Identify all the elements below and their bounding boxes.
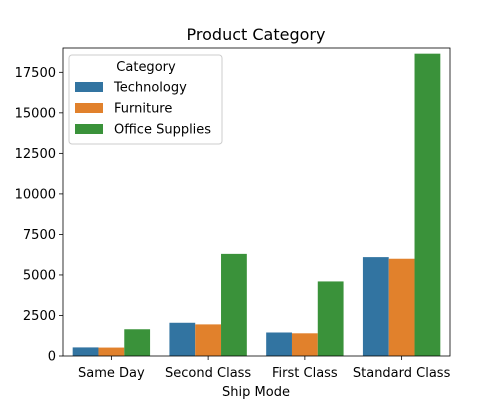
y-tick-label: 2500 bbox=[23, 309, 56, 324]
legend-swatch bbox=[75, 82, 103, 92]
bar-technology-first-class bbox=[266, 332, 292, 356]
x-axis-ticks: Same Day Second Class First Class Standard … bbox=[78, 356, 451, 381]
y-axis-ticks: 0 2500 5000 7500 10000 12500 15000 17500 bbox=[15, 66, 63, 365]
x-tick-label: First Class bbox=[272, 366, 338, 381]
legend-label: Furniture bbox=[114, 102, 172, 117]
bar-technology-second-class bbox=[169, 322, 196, 356]
legend-swatch bbox=[75, 124, 103, 134]
y-tick-label: 17500 bbox=[15, 66, 56, 81]
legend-label: Office Supplies bbox=[114, 123, 211, 138]
y-tick-label: 7500 bbox=[23, 228, 56, 243]
bar-furniture-second-class bbox=[195, 324, 222, 356]
bar-office-supplies-standard-class bbox=[414, 53, 441, 357]
x-tick-label: Standard Class bbox=[353, 366, 451, 381]
legend-items: Technology Furniture Office Supplies bbox=[75, 81, 211, 138]
bar-furniture-same-day bbox=[98, 347, 125, 356]
bar-technology-same-day bbox=[72, 347, 99, 356]
plot-frame bbox=[62, 47, 451, 357]
bar-furniture-first-class bbox=[291, 333, 318, 356]
legend-label: Technology bbox=[113, 81, 187, 96]
y-tick-label: 5000 bbox=[23, 268, 56, 283]
x-tick-label: Second Class bbox=[165, 366, 251, 381]
bar-office-supplies-same-day bbox=[124, 329, 151, 356]
bar-technology-standard-class bbox=[362, 257, 389, 356]
bar-office-supplies-second-class bbox=[221, 253, 247, 356]
bar-furniture-standard-class bbox=[388, 258, 415, 356]
bars bbox=[72, 53, 441, 357]
y-tick-label: 0 bbox=[48, 350, 56, 365]
legend: Category Technology Furniture Office Suppl… bbox=[68, 54, 223, 145]
x-tick-label: Same Day bbox=[78, 366, 145, 381]
y-tick-label: 12500 bbox=[15, 147, 56, 162]
bar-office-supplies-first-class bbox=[317, 281, 344, 356]
y-tick-label: 15000 bbox=[15, 106, 56, 121]
legend-swatch bbox=[75, 103, 103, 113]
y-tick-label: 10000 bbox=[15, 187, 56, 202]
x-axis-label: Ship Mode bbox=[222, 385, 290, 400]
legend-box bbox=[68, 54, 223, 145]
chart-title: Product Category bbox=[187, 25, 326, 44]
legend-title: Category bbox=[116, 60, 176, 75]
